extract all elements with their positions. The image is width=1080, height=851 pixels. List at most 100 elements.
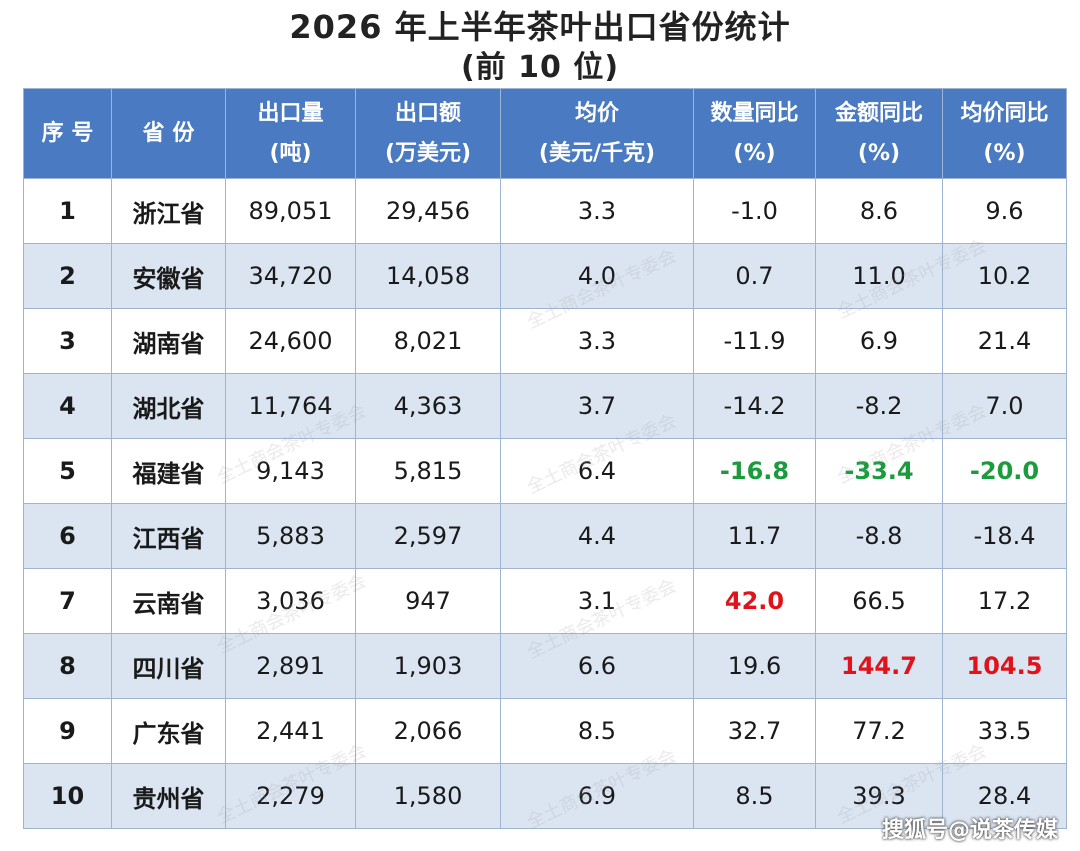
- col-header-index: 序 号: [23, 88, 112, 179]
- col-header-amount-yoy: 金额同比 (%): [815, 88, 943, 179]
- cell-amount: 2,066: [355, 698, 501, 764]
- table-row: 6 江西省 5,883 2,597 4.4 11.7 -8.8 -18.4: [23, 503, 1067, 569]
- cell-amount-yoy: -33.4: [815, 438, 943, 504]
- col-header-price-yoy: 均价同比 (%): [942, 88, 1067, 179]
- cell-volume: 5,883: [225, 503, 356, 569]
- source-watermark: 搜狐号@说茶传媒: [881, 818, 1058, 843]
- cell-price-yoy: 17.2: [942, 568, 1067, 634]
- cell-province: 贵州省: [111, 763, 226, 829]
- cell-amount: 14,058: [355, 243, 501, 309]
- cell-price: 3.1: [500, 568, 694, 634]
- table-row: 3 湖南省 24,600 8,021 3.3 -11.9 6.9 21.4: [23, 308, 1067, 374]
- cell-volume-yoy: -16.8: [693, 438, 816, 504]
- cell-volume: 3,036: [225, 568, 356, 634]
- cell-amount: 1,580: [355, 763, 501, 829]
- cell-amount: 1,903: [355, 633, 501, 699]
- cell-volume: 24,600: [225, 308, 356, 374]
- cell-volume: 89,051: [225, 178, 356, 244]
- col-header-amount: 出口额 (万美元): [355, 88, 501, 179]
- cell-province: 安徽省: [111, 243, 226, 309]
- cell-index: 10: [23, 763, 112, 829]
- table-row: 2 安徽省 34,720 14,058 4.0 0.7 11.0 10.2: [23, 243, 1067, 309]
- cell-province: 湖北省: [111, 373, 226, 439]
- cell-price: 4.0: [500, 243, 694, 309]
- cell-index: 6: [23, 503, 112, 569]
- table-row: 8 四川省 2,891 1,903 6.6 19.6 144.7 104.5: [23, 633, 1067, 699]
- cell-province: 江西省: [111, 503, 226, 569]
- cell-volume: 2,891: [225, 633, 356, 699]
- cell-volume-yoy: 42.0: [693, 568, 816, 634]
- cell-amount-yoy: 144.7: [815, 633, 943, 699]
- cell-amount-yoy: 11.0: [815, 243, 943, 309]
- cell-amount: 947: [355, 568, 501, 634]
- cell-price-yoy: 21.4: [942, 308, 1067, 374]
- cell-price-yoy: -20.0: [942, 438, 1067, 504]
- cell-volume-yoy: 0.7: [693, 243, 816, 309]
- cell-index: 9: [23, 698, 112, 764]
- cell-volume: 9,143: [225, 438, 356, 504]
- cell-price: 3.3: [500, 178, 694, 244]
- table-row: 4 湖北省 11,764 4,363 3.7 -14.2 -8.2 7.0: [23, 373, 1067, 439]
- table-header-row: 序 号 省 份 出口量 (吨) 出口额 (万美元) 均价 (美元/千克) 数量同比 (%…: [23, 88, 1067, 179]
- cell-amount-yoy: 39.3: [815, 763, 943, 829]
- cell-amount-yoy: 6.9: [815, 308, 943, 374]
- cell-price-yoy: -18.4: [942, 503, 1067, 569]
- cell-volume: 11,764: [225, 373, 356, 439]
- col-header-volume-yoy: 数量同比 (%): [693, 88, 816, 179]
- cell-amount-yoy: -8.2: [815, 373, 943, 439]
- cell-amount: 4,363: [355, 373, 501, 439]
- cell-price-yoy: 28.4: [942, 763, 1067, 829]
- cell-amount-yoy: -8.8: [815, 503, 943, 569]
- cell-amount: 5,815: [355, 438, 501, 504]
- cell-province: 浙江省: [111, 178, 226, 244]
- cell-index: 1: [23, 178, 112, 244]
- cell-amount-yoy: 77.2: [815, 698, 943, 764]
- cell-index: 7: [23, 568, 112, 634]
- cell-amount: 8,021: [355, 308, 501, 374]
- cell-province: 四川省: [111, 633, 226, 699]
- cell-price-yoy: 10.2: [942, 243, 1067, 309]
- cell-index: 3: [23, 308, 112, 374]
- cell-index: 5: [23, 438, 112, 504]
- cell-volume-yoy: -1.0: [693, 178, 816, 244]
- cell-price: 3.7: [500, 373, 694, 439]
- table-row: 7 云南省 3,036 947 3.1 42.0 66.5 17.2: [23, 568, 1067, 634]
- cell-price-yoy: 33.5: [942, 698, 1067, 764]
- table-row: 5 福建省 9,143 5,815 6.4 -16.8 -33.4 -20.0: [23, 438, 1067, 504]
- cell-amount: 2,597: [355, 503, 501, 569]
- cell-volume-yoy: 8.5: [693, 763, 816, 829]
- cell-price: 6.6: [500, 633, 694, 699]
- cell-amount: 29,456: [355, 178, 501, 244]
- page-subtitle: (前 10 位): [460, 50, 620, 85]
- cell-amount-yoy: 66.5: [815, 568, 943, 634]
- page-title: 2026 年上半年茶叶出口省份统计: [289, 8, 791, 46]
- cell-price: 8.5: [500, 698, 694, 764]
- cell-index: 2: [23, 243, 112, 309]
- col-header-province: 省 份: [111, 88, 226, 179]
- col-header-price: 均价 (美元/千克): [500, 88, 694, 179]
- cell-province: 广东省: [111, 698, 226, 764]
- cell-volume-yoy: 19.6: [693, 633, 816, 699]
- cell-volume: 2,279: [225, 763, 356, 829]
- table-row: 9 广东省 2,441 2,066 8.5 32.7 77.2 33.5: [23, 698, 1067, 764]
- cell-amount-yoy: 8.6: [815, 178, 943, 244]
- table-row: 1 浙江省 89,051 29,456 3.3 -1.0 8.6 9.6: [23, 178, 1067, 244]
- cell-province: 湖南省: [111, 308, 226, 374]
- cell-volume: 34,720: [225, 243, 356, 309]
- cell-volume: 2,441: [225, 698, 356, 764]
- cell-price-yoy: 9.6: [942, 178, 1067, 244]
- cell-price: 6.4: [500, 438, 694, 504]
- export-table: 序 号 省 份 出口量 (吨) 出口额 (万美元) 均价 (美元/千克) 数量同比 (%…: [23, 88, 1067, 829]
- cell-index: 4: [23, 373, 112, 439]
- cell-index: 8: [23, 633, 112, 699]
- cell-price: 3.3: [500, 308, 694, 374]
- cell-province: 云南省: [111, 568, 226, 634]
- cell-volume-yoy: -11.9: [693, 308, 816, 374]
- cell-province: 福建省: [111, 438, 226, 504]
- cell-price: 6.9: [500, 763, 694, 829]
- cell-price-yoy: 104.5: [942, 633, 1067, 699]
- cell-volume-yoy: 11.7: [693, 503, 816, 569]
- cell-price: 4.4: [500, 503, 694, 569]
- cell-volume-yoy: 32.7: [693, 698, 816, 764]
- col-header-volume: 出口量 (吨): [225, 88, 356, 179]
